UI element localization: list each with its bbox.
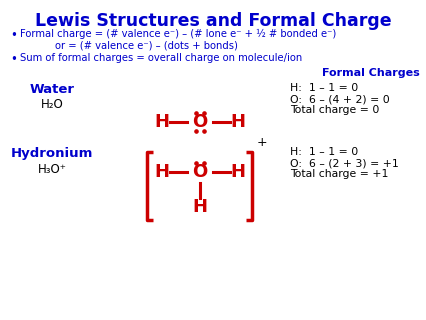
Text: O:  6 – (2 + 3) = +1: O: 6 – (2 + 3) = +1 xyxy=(289,158,398,168)
Text: Sum of formal charges = overall charge on molecule/ion: Sum of formal charges = overall charge o… xyxy=(20,53,302,63)
Text: H₂O: H₂O xyxy=(40,98,63,111)
Text: H: H xyxy=(192,198,207,216)
Text: O: O xyxy=(192,113,207,131)
Text: O:  6 – (4 + 2) = 0: O: 6 – (4 + 2) = 0 xyxy=(289,94,389,104)
Text: H:  1 – 1 = 0: H: 1 – 1 = 0 xyxy=(289,83,357,93)
Text: Total charge = 0: Total charge = 0 xyxy=(289,105,378,115)
Text: H: H xyxy=(154,113,169,131)
Text: H:  1 – 1 = 0: H: 1 – 1 = 0 xyxy=(289,147,357,157)
Text: Lewis Structures and Formal Charge: Lewis Structures and Formal Charge xyxy=(35,12,390,30)
Text: or = (# valence e⁻) – (dots + bonds): or = (# valence e⁻) – (dots + bonds) xyxy=(55,41,237,51)
Text: O: O xyxy=(192,163,207,181)
Text: Total charge = +1: Total charge = +1 xyxy=(289,169,388,179)
Text: Water: Water xyxy=(29,83,74,96)
Text: H: H xyxy=(154,163,169,181)
Text: H: H xyxy=(230,163,245,181)
Text: +: + xyxy=(256,136,267,149)
Text: H: H xyxy=(230,113,245,131)
Text: Formal charge = (# valence e⁻) – (# lone e⁻ + ½ # bonded e⁻): Formal charge = (# valence e⁻) – (# lone… xyxy=(20,29,335,39)
Text: Hydronium: Hydronium xyxy=(11,147,93,160)
Text: Formal Charges: Formal Charges xyxy=(322,68,419,78)
Text: •: • xyxy=(10,53,17,66)
Text: •: • xyxy=(10,29,17,42)
Text: H₃O⁺: H₃O⁺ xyxy=(37,163,66,176)
